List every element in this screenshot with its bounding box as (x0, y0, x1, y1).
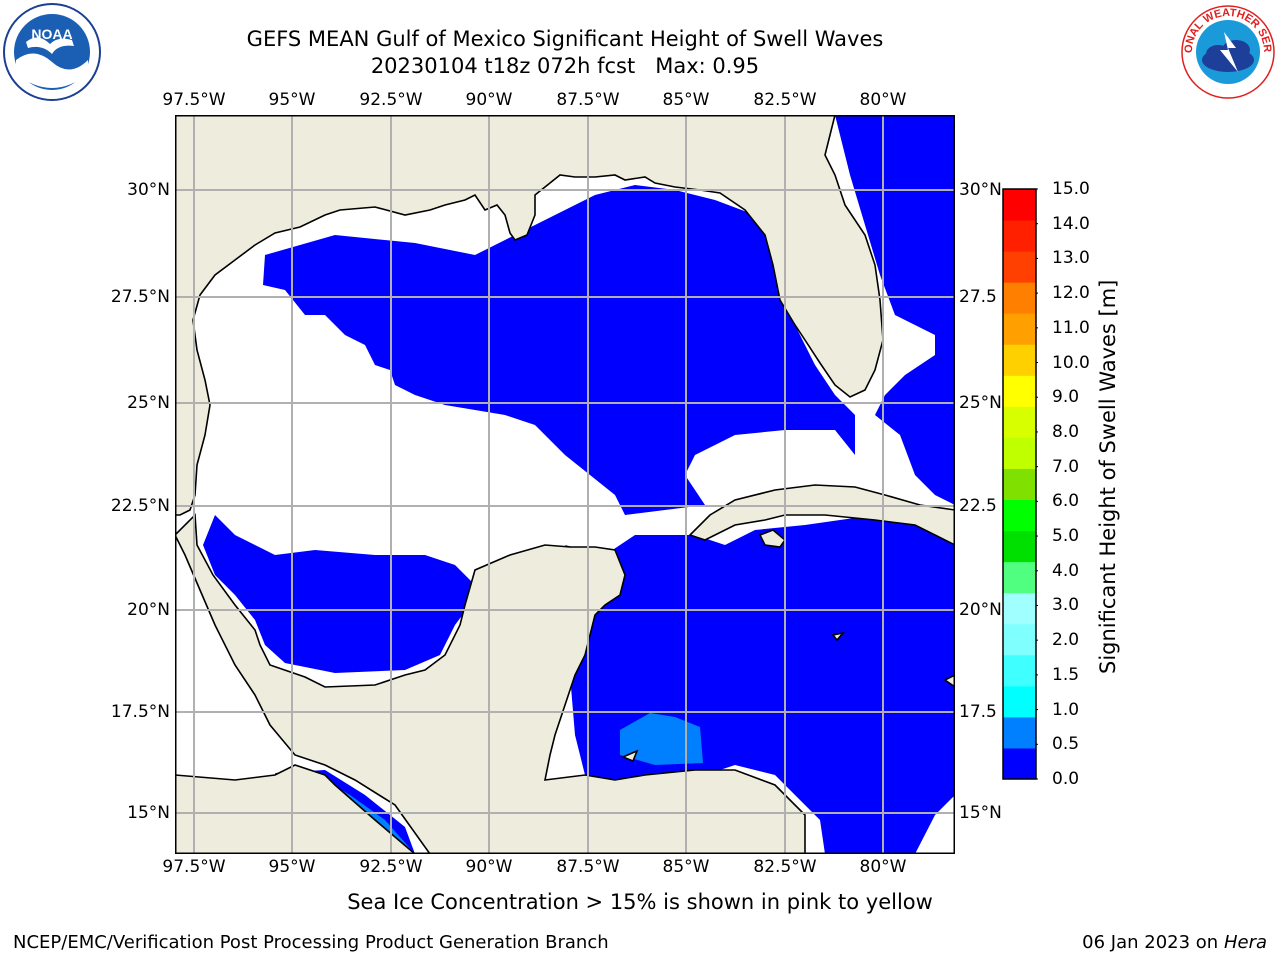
lon-label-top: 80°W (859, 90, 907, 110)
lon-label-top: 82.5°W (753, 90, 817, 110)
colorbar-segment (1003, 623, 1036, 656)
colorbar-tick-label: 1.5 (1052, 664, 1080, 685)
lon-label-top: 90°W (465, 90, 513, 110)
graticule (175, 115, 955, 854)
lon-label-bottom: 95°W (268, 857, 316, 877)
colorbar-tick-label: 11.0 (1052, 317, 1090, 338)
colorbar-segment (1003, 437, 1036, 469)
map-area (175, 115, 955, 854)
lat-label-left: 20°N (127, 600, 170, 620)
map-frame (175, 115, 955, 854)
colorbar-segment (1003, 282, 1036, 314)
lat-label-left: 25°N (127, 393, 170, 413)
footer-date: 06 Jan 2023 on Hera (1082, 932, 1267, 953)
colorbar-segment (1003, 747, 1036, 780)
colorbar-tick-label: 3.0 (1052, 595, 1080, 616)
colorbar-segment (1003, 716, 1036, 749)
lon-label-top: 92.5°W (359, 90, 423, 110)
lon-label-bottom: 85°W (662, 857, 710, 877)
colorbar-segment (1003, 654, 1036, 687)
lon-label-bottom: 87.5°W (556, 857, 620, 877)
colorbar (1002, 188, 1038, 780)
colorbar-segment (1003, 406, 1036, 438)
lat-label-left: 17.5°N (110, 702, 170, 722)
lat-label-right: 15°N (959, 803, 1002, 823)
chart-title: GEFS MEAN Gulf of Mexico Significant Hei… (246, 27, 884, 51)
colorbar-segment (1003, 468, 1036, 501)
colorbar-segment (1003, 375, 1036, 407)
colorbar-segment (1003, 499, 1036, 532)
lon-label-bottom: 80°W (859, 857, 907, 877)
colorbar-tick-label: 6.0 (1052, 491, 1080, 512)
colorbar-tick-label: 15.0 (1052, 179, 1090, 199)
colorbar-segment (1003, 530, 1036, 563)
swell-field-low (203, 115, 955, 854)
lat-label-right: 22.5 (959, 496, 997, 516)
noaa-logo: NOAA (3, 3, 101, 101)
sea-ice-note: Sea Ice Concentration > 15% is shown in … (347, 890, 933, 914)
colorbar-segment (1003, 313, 1036, 345)
colorbar-tick-label: 14.0 (1052, 213, 1090, 234)
forecast-subtitle: 20230104 t18z 072h fcst Max: 0.95 (370, 54, 760, 78)
svg-text:NOAA: NOAA (31, 26, 72, 42)
lon-label-bottom: 92.5°W (359, 857, 423, 877)
colorbar-tick-label: 7.0 (1052, 456, 1080, 477)
colorbar-tick-label: 4.0 (1052, 560, 1080, 581)
lon-label-bottom: 97.5°W (162, 857, 226, 877)
colorbar-tick-label: 2.0 (1052, 630, 1080, 651)
footer-producer: NCEP/EMC/Verification Post Processing Pr… (13, 932, 609, 953)
lat-label-left: 30°N (127, 180, 170, 200)
lat-label-right: 30°N (959, 180, 1002, 200)
lon-label-bottom: 90°W (465, 857, 513, 877)
lon-label-bottom: 82.5°W (753, 857, 817, 877)
nws-logo: NATIONAL WEATHER SERVICE (1178, 2, 1275, 99)
lat-label-right: 20°N (959, 600, 1002, 620)
lon-label-top: 85°W (662, 90, 710, 110)
lon-label-top: 87.5°W (556, 90, 620, 110)
colorbar-tick-label: 13.0 (1052, 248, 1090, 269)
colorbar-tick-label: 1.0 (1052, 699, 1080, 720)
colorbar-tick-label: 5.0 (1052, 526, 1080, 547)
lat-label-left: 27.5°N (110, 287, 170, 307)
colorbar-segment (1003, 561, 1036, 594)
lon-label-top: 97.5°W (162, 90, 226, 110)
colorbar-tick-label: 0.0 (1052, 769, 1080, 789)
colorbar-tick-label: 0.5 (1052, 734, 1080, 755)
colorbar-segment (1003, 251, 1036, 283)
lon-label-top: 95°W (268, 90, 316, 110)
colorbar-segment (1003, 344, 1036, 376)
footer-host: Hera (1223, 932, 1267, 953)
colorbar-label: Significant Height of Swell Waves [m] (1096, 279, 1120, 674)
lat-label-right: 27.5 (959, 287, 997, 307)
colorbar-tick-label: 12.0 (1052, 283, 1090, 304)
colorbar-segment (1003, 592, 1036, 625)
colorbar-tick-label: 8.0 (1052, 421, 1080, 442)
lat-label-left: 22.5°N (110, 496, 170, 516)
lat-label-left: 15°N (127, 803, 170, 823)
lat-label-right: 17.5 (959, 702, 997, 722)
colorbar-segment (1003, 189, 1036, 221)
lat-label-right: 25°N (959, 393, 1002, 413)
colorbar-segment (1003, 685, 1036, 718)
colorbar-tick-label: 9.0 (1052, 387, 1080, 408)
colorbar-segment (1003, 220, 1036, 252)
colorbar-tick-label: 10.0 (1052, 352, 1090, 373)
